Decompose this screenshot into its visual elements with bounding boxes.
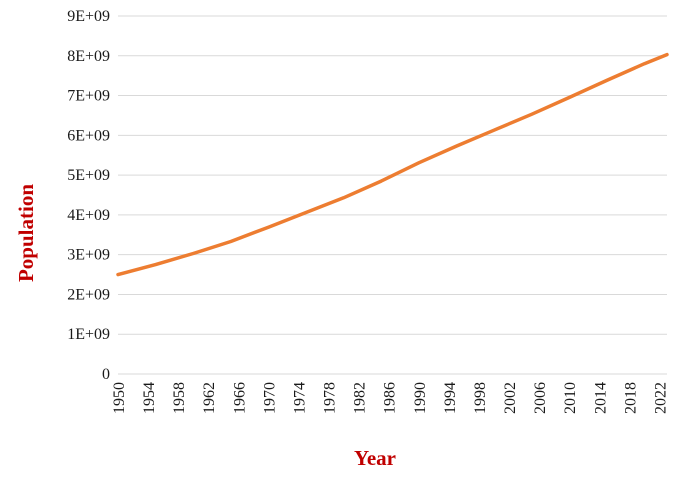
gridlines	[118, 15, 667, 375]
x-tick-label: 1978	[322, 382, 339, 414]
x-tick-label: 1954	[141, 382, 158, 414]
x-tick-label: 2010	[562, 382, 579, 414]
x-tick-label: 1958	[171, 382, 188, 414]
y-tick-label: 1E+09	[67, 326, 110, 343]
x-tick-label: 1974	[291, 382, 308, 414]
x-tick-label: 2022	[652, 382, 669, 414]
series-layer	[116, 52, 669, 277]
x-tick-label: 1950	[111, 382, 128, 414]
x-tick-label: 2002	[502, 382, 519, 414]
x-tick-label: 1994	[442, 382, 459, 414]
x-axis-title: Year	[354, 446, 396, 470]
x-tick-label: 2014	[592, 382, 609, 414]
x-tick-label: 1966	[231, 382, 248, 414]
y-tick-label: 2E+09	[67, 286, 110, 303]
y-tick-label: 4E+09	[67, 207, 110, 224]
y-tick-label: 0	[102, 366, 110, 383]
y-tick-label: 3E+09	[67, 247, 110, 264]
y-tick-label: 5E+09	[67, 167, 110, 184]
y-axis-title: Population	[14, 184, 38, 282]
x-tick-label: 2018	[622, 382, 639, 414]
y-tick-label: 9E+09	[67, 8, 110, 25]
x-tick-label: 1970	[261, 382, 278, 414]
x-tick-label: 1990	[412, 382, 429, 414]
y-tick-label: 6E+09	[67, 127, 110, 144]
x-tick-label: 1982	[352, 382, 369, 414]
x-axis-ticks: 1950 1954 1958 1962 1966 1970 1974 1978 1982 1986…	[111, 382, 669, 414]
population-series-line	[116, 52, 669, 277]
y-axis-ticks: 0 1E+09 2E+09 3E+09 4E+09 5E+09 6E+09 7E+09 8E+0…	[67, 8, 110, 383]
x-tick-label: 1998	[472, 382, 489, 414]
x-tick-label: 2006	[532, 382, 549, 414]
x-tick-label: 1962	[201, 382, 218, 414]
x-tick-label: 1986	[382, 382, 399, 414]
y-tick-label: 8E+09	[67, 48, 110, 65]
y-tick-label: 7E+09	[67, 88, 110, 105]
